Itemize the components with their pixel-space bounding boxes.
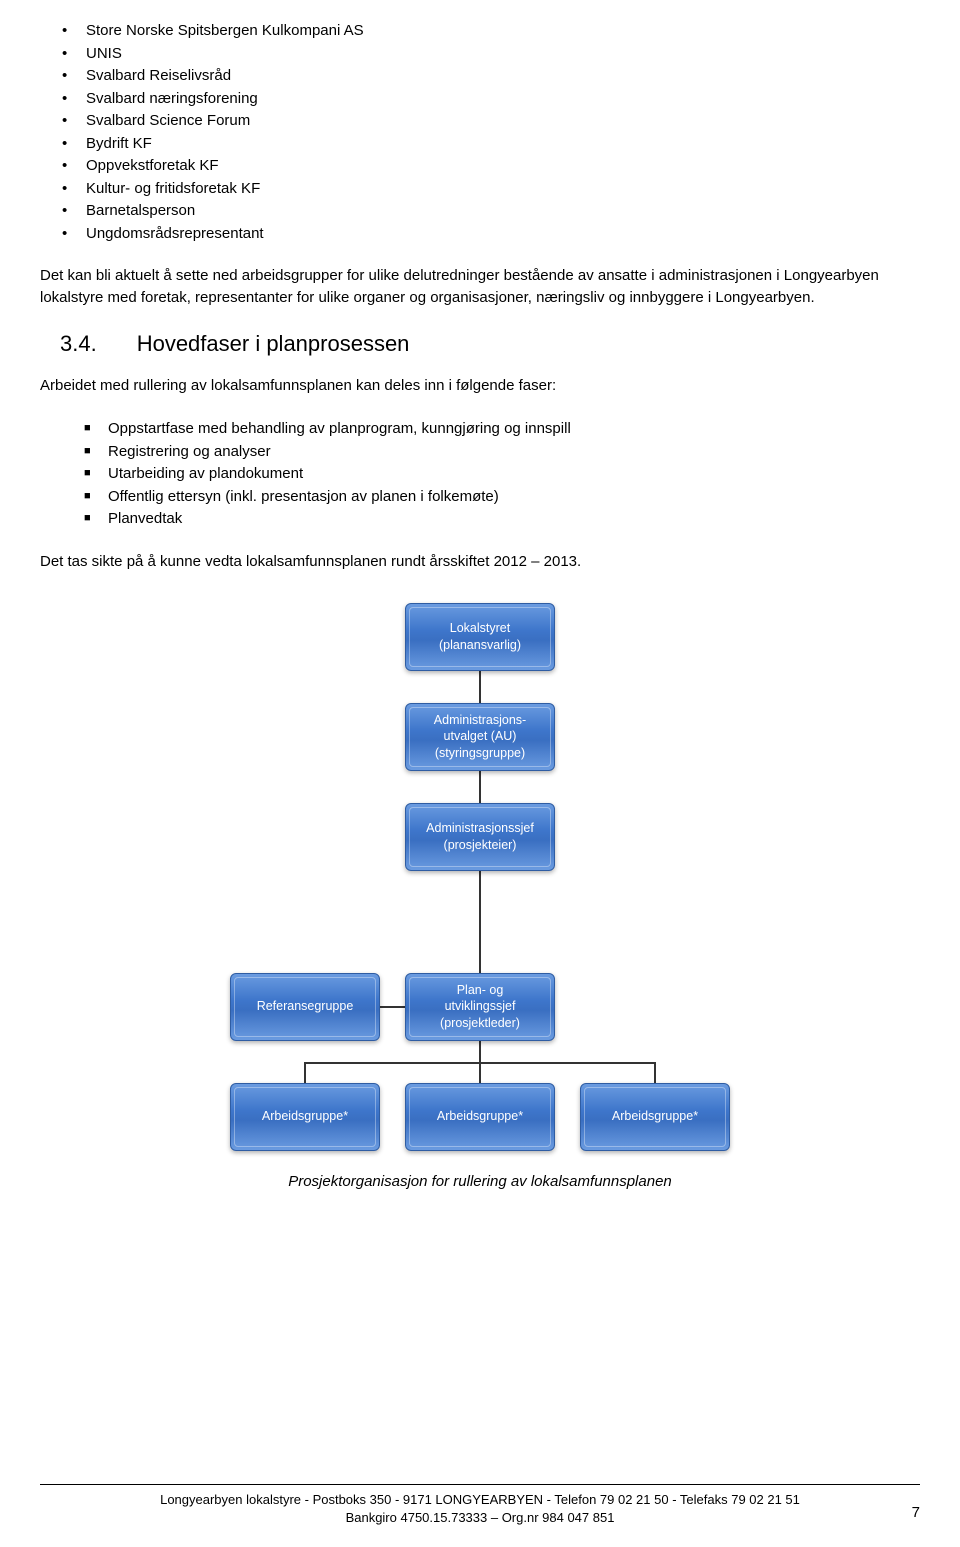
chart-caption: Prosjektorganisasjon for rullering av lo… <box>40 1173 920 1190</box>
list-item: Registrering og analyser <box>80 441 920 464</box>
connector <box>479 1063 481 1083</box>
connector <box>479 771 481 803</box>
org-node-label: (planansvarlig) <box>439 637 521 653</box>
list-item: Ungdomsrådsrepresentant <box>58 223 920 246</box>
list-item: Barnetalsperson <box>58 200 920 223</box>
paragraph-2: Arbeidet med rullering av lokalsamfunnsp… <box>40 375 920 397</box>
page-number: 7 <box>912 1502 920 1523</box>
heading-title: Hovedfaser i planprosessen <box>137 331 410 356</box>
org-node-label: (styringsgruppe) <box>435 745 525 761</box>
list-item: Offentlig ettersyn (inkl. presentasjon a… <box>80 486 920 509</box>
org-node-label: Arbeidsgruppe* <box>262 1108 348 1124</box>
list-item: Svalbard Reiselivsråd <box>58 65 920 88</box>
org-node-n7: Arbeidsgruppe* <box>405 1083 555 1151</box>
org-node-label: (prosjekteier) <box>444 837 517 853</box>
page-footer: Longyearbyen lokalstyre - Postboks 350 -… <box>40 1484 920 1527</box>
org-node-n4: Referansegruppe <box>230 973 380 1041</box>
org-node-n6: Arbeidsgruppe* <box>230 1083 380 1151</box>
org-node-label: Referansegruppe <box>257 998 354 1014</box>
org-node-n3: Administrasjonssjef(prosjekteier) <box>405 803 555 871</box>
list-item: Bydrift KF <box>58 133 920 156</box>
list-item: Store Norske Spitsbergen Kulkompani AS <box>58 20 920 43</box>
org-chart: Lokalstyret(planansvarlig) Administrasjon… <box>210 603 750 1163</box>
org-node-label: Lokalstyret <box>450 620 510 636</box>
list-item: Oppstartfase med behandling av planprogr… <box>80 418 920 441</box>
list-item: Planvedtak <box>80 508 920 531</box>
org-node-label: Plan- og <box>457 982 504 998</box>
org-node-n8: Arbeidsgruppe* <box>580 1083 730 1151</box>
org-node-n1: Lokalstyret(planansvarlig) <box>405 603 555 671</box>
connector <box>479 1041 481 1063</box>
footer-line-2: Bankgiro 4750.15.73333 – Org.nr 984 047 … <box>346 1510 615 1525</box>
list-item: Utarbeiding av plandokument <box>80 463 920 486</box>
connector <box>654 1063 656 1083</box>
org-node-n5: Plan- ogutviklingssjef(prosjektleder) <box>405 973 555 1041</box>
paragraph-3: Det tas sikte på å kunne vedta lokalsamf… <box>40 551 920 573</box>
list-item: Svalbard næringsforening <box>58 88 920 111</box>
list-item: Svalbard Science Forum <box>58 110 920 133</box>
phase-list: Oppstartfase med behandling av planprogr… <box>80 418 920 531</box>
org-node-label: Arbeidsgruppe* <box>612 1108 698 1124</box>
section-heading: 3.4. Hovedfaser i planprosessen <box>60 331 920 357</box>
org-node-label: utviklingssjef <box>445 998 516 1014</box>
org-node-label: Administrasjons- <box>434 712 526 728</box>
connector <box>479 671 481 703</box>
org-node-label: Administrasjonssjef <box>426 820 534 836</box>
org-node-label: (prosjektleder) <box>440 1015 520 1031</box>
connector <box>479 871 481 973</box>
org-node-n2: Administrasjons-utvalget (AU)(styringsgr… <box>405 703 555 771</box>
list-item: Kultur- og fritidsforetak KF <box>58 178 920 201</box>
connector <box>380 1006 405 1008</box>
heading-number: 3.4. <box>60 331 97 357</box>
footer-line-1: Longyearbyen lokalstyre - Postboks 350 -… <box>160 1492 800 1507</box>
paragraph-1: Det kan bli aktuelt å sette ned arbeidsg… <box>40 265 920 309</box>
org-node-label: utvalget (AU) <box>444 728 517 744</box>
org-node-label: Arbeidsgruppe* <box>437 1108 523 1124</box>
list-item: UNIS <box>58 43 920 66</box>
list-item: Oppvekstforetak KF <box>58 155 920 178</box>
connector <box>304 1063 306 1083</box>
top-bullet-list: Store Norske Spitsbergen Kulkompani ASUN… <box>58 20 920 245</box>
